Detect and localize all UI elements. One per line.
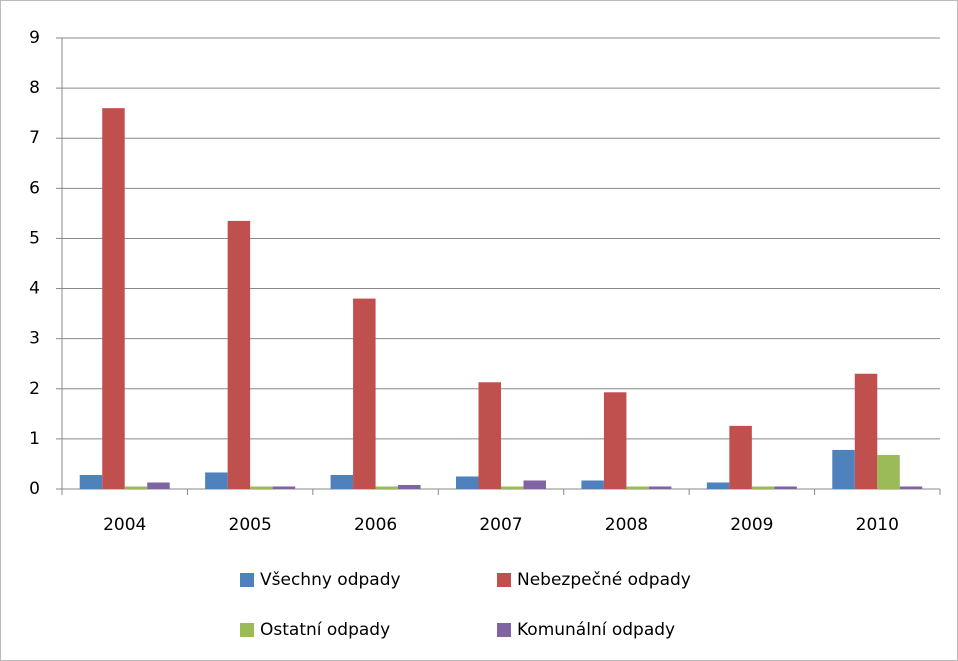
y-tick-label: 3: [29, 329, 40, 349]
y-tick-label: 0: [29, 479, 40, 499]
bar: [330, 474, 354, 489]
legend-label: Komunální odpady: [517, 620, 675, 640]
bar: [501, 486, 524, 489]
bar: [205, 472, 228, 489]
bar: [478, 382, 501, 489]
legend-label: Ostatní odpady: [260, 620, 390, 640]
x-tick-label: 2008: [605, 515, 648, 535]
bar: [729, 425, 752, 489]
bar: [353, 298, 376, 489]
x-tick-label: 2010: [856, 515, 899, 535]
y-tick-label: 2: [29, 379, 40, 399]
legend-swatch: [240, 623, 254, 637]
bar: [581, 480, 604, 489]
x-tick-label: 2009: [730, 515, 773, 535]
bar: [250, 486, 273, 489]
legend-label: Nebezpečné odpady: [517, 570, 691, 590]
bar: [124, 486, 148, 489]
bar: [102, 108, 125, 490]
legend-swatch: [497, 573, 511, 587]
bar: [832, 449, 855, 489]
bar: [854, 373, 878, 489]
bar: [523, 480, 546, 489]
x-tick-label: 2007: [479, 515, 522, 535]
x-tick-label: 2004: [103, 515, 146, 535]
bar: [751, 486, 775, 489]
legend-swatch: [497, 623, 511, 637]
y-tick-label: 9: [29, 28, 40, 48]
bar: [272, 486, 296, 489]
x-tick-label: 2006: [354, 515, 397, 535]
bar: [774, 486, 797, 489]
legend-label: Všechny odpady: [260, 570, 401, 590]
bar: [456, 476, 479, 489]
bar: [227, 220, 251, 489]
bar: [147, 482, 170, 489]
y-tick-label: 4: [29, 279, 40, 299]
y-tick-label: 6: [29, 178, 40, 198]
bar: [375, 486, 399, 489]
bar: [899, 486, 923, 489]
bar: [877, 454, 900, 489]
x-tick-label: 2005: [229, 515, 272, 535]
legend-swatch: [240, 573, 254, 587]
bar: [648, 486, 672, 489]
y-tick-label: 7: [29, 128, 40, 148]
bar: [398, 484, 421, 489]
y-tick-label: 5: [29, 228, 40, 248]
bar: [603, 392, 627, 489]
y-tick-label: 1: [29, 429, 40, 449]
bar: [626, 486, 649, 489]
y-tick-label: 8: [29, 78, 40, 98]
bar: [706, 482, 730, 489]
bar: [79, 474, 103, 489]
